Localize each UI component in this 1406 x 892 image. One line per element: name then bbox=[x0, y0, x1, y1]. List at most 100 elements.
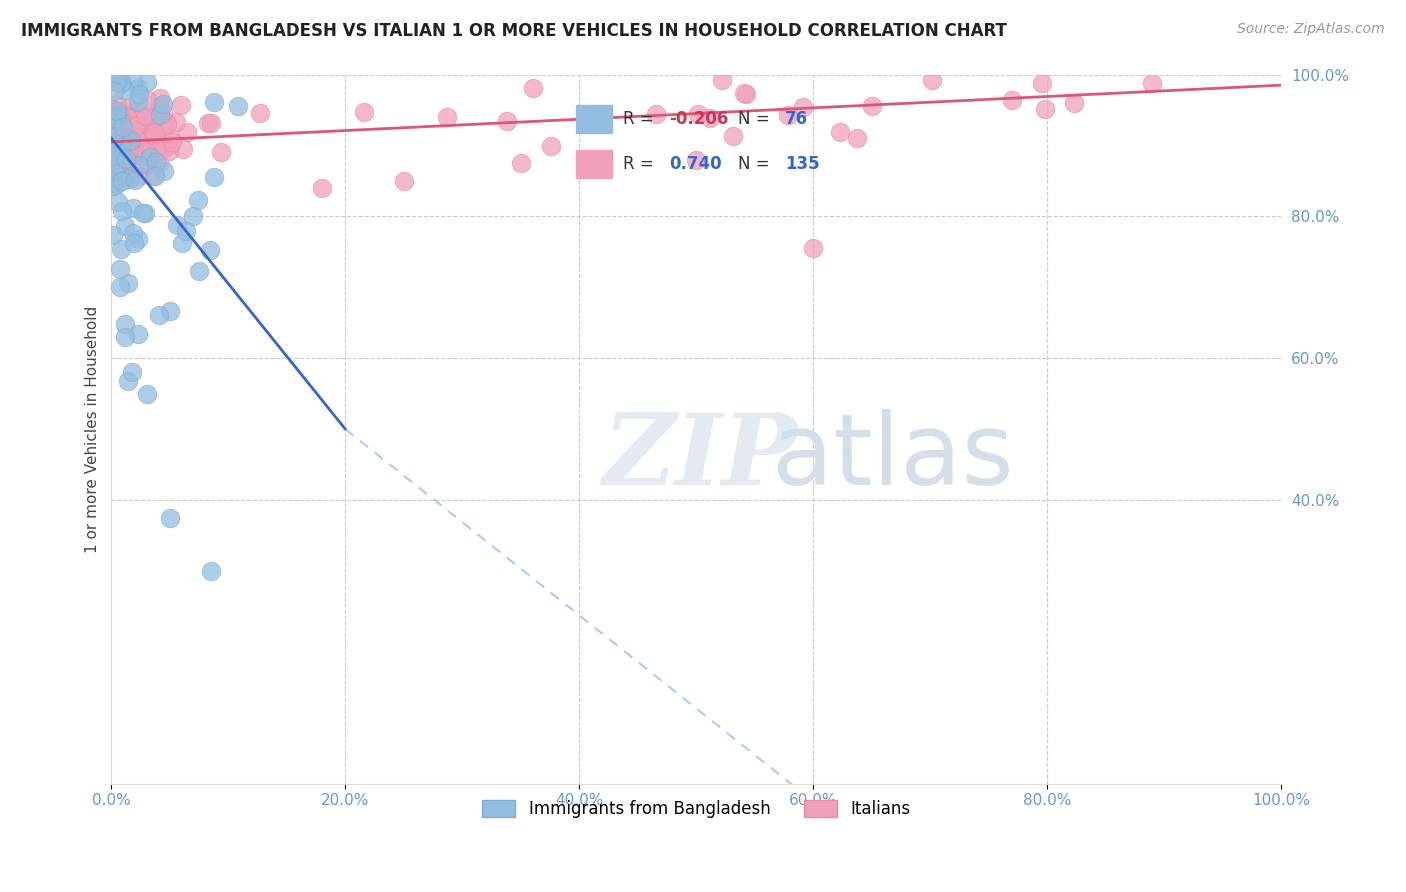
Point bbox=[134, 205, 156, 219]
Point bbox=[155, 115, 177, 129]
Point bbox=[188, 264, 211, 278]
Point bbox=[721, 128, 744, 143]
Point bbox=[353, 105, 375, 120]
Point bbox=[124, 173, 146, 187]
Point bbox=[103, 129, 125, 144]
Point bbox=[311, 181, 333, 195]
Point bbox=[122, 143, 145, 157]
Point bbox=[522, 81, 544, 95]
Point bbox=[128, 169, 150, 183]
Point bbox=[110, 141, 132, 155]
Point bbox=[101, 176, 124, 190]
Point bbox=[156, 117, 179, 131]
Legend: Immigrants from Bangladesh, Italians: Immigrants from Bangladesh, Italians bbox=[475, 794, 917, 825]
Point bbox=[121, 139, 143, 153]
Point bbox=[107, 107, 129, 121]
Point bbox=[135, 386, 157, 401]
Point bbox=[392, 174, 415, 188]
Point bbox=[122, 104, 145, 119]
Point bbox=[132, 110, 155, 124]
Point bbox=[202, 170, 225, 185]
Point bbox=[104, 74, 127, 88]
Point bbox=[148, 308, 170, 322]
Point bbox=[111, 104, 134, 119]
Point bbox=[129, 136, 152, 150]
Point bbox=[170, 97, 193, 112]
Point bbox=[152, 104, 174, 119]
Point bbox=[105, 157, 128, 171]
Point bbox=[122, 141, 145, 155]
Point bbox=[110, 74, 132, 88]
Point bbox=[645, 107, 668, 121]
Point bbox=[107, 118, 129, 132]
Point bbox=[921, 72, 943, 87]
Point bbox=[801, 241, 824, 255]
Point bbox=[125, 111, 148, 125]
Point bbox=[1142, 76, 1164, 90]
Point bbox=[143, 169, 166, 184]
Point bbox=[110, 136, 132, 151]
Point bbox=[142, 125, 165, 139]
Y-axis label: 1 or more Vehicles in Household: 1 or more Vehicles in Household bbox=[86, 305, 100, 553]
Point bbox=[114, 152, 136, 166]
Point bbox=[160, 135, 183, 149]
Point bbox=[104, 164, 127, 178]
Point bbox=[105, 178, 128, 193]
Point bbox=[187, 193, 209, 207]
Point bbox=[103, 84, 125, 98]
Point bbox=[685, 153, 707, 167]
Point bbox=[170, 236, 193, 251]
Point bbox=[776, 108, 799, 122]
Point bbox=[141, 114, 163, 128]
Point bbox=[101, 149, 124, 163]
Point bbox=[249, 106, 271, 120]
Text: Source: ZipAtlas.com: Source: ZipAtlas.com bbox=[1237, 22, 1385, 37]
Point bbox=[1033, 102, 1056, 116]
Point bbox=[125, 147, 148, 161]
Point bbox=[103, 139, 125, 153]
Point bbox=[114, 156, 136, 170]
Point bbox=[112, 139, 135, 153]
Point bbox=[104, 111, 127, 125]
Point bbox=[117, 147, 139, 161]
Point bbox=[686, 106, 709, 120]
Point bbox=[183, 209, 205, 223]
Point bbox=[209, 145, 232, 159]
Point bbox=[159, 138, 181, 153]
Point bbox=[149, 91, 172, 105]
Point bbox=[110, 118, 132, 132]
Point bbox=[125, 134, 148, 148]
Point bbox=[104, 134, 127, 148]
Point bbox=[107, 143, 129, 157]
Point bbox=[118, 171, 141, 186]
Point bbox=[111, 142, 134, 156]
Point bbox=[105, 104, 128, 119]
Point bbox=[121, 150, 143, 164]
Point bbox=[124, 236, 146, 251]
Point bbox=[103, 103, 125, 118]
Point bbox=[115, 110, 138, 124]
Point bbox=[128, 157, 150, 171]
Point bbox=[105, 133, 128, 147]
Point bbox=[172, 142, 194, 156]
Point bbox=[136, 93, 159, 107]
Point bbox=[108, 157, 131, 171]
Point bbox=[127, 121, 149, 136]
Point bbox=[103, 178, 125, 193]
Point bbox=[108, 262, 131, 277]
Point bbox=[115, 146, 138, 161]
Point bbox=[141, 129, 163, 144]
Point bbox=[101, 123, 124, 137]
Point bbox=[127, 80, 149, 95]
Point bbox=[226, 98, 249, 112]
Point bbox=[107, 128, 129, 142]
Point bbox=[148, 144, 170, 158]
Point bbox=[200, 116, 222, 130]
Point bbox=[103, 138, 125, 153]
Point bbox=[132, 205, 155, 219]
Point bbox=[121, 119, 143, 133]
Point bbox=[122, 145, 145, 159]
Point bbox=[127, 113, 149, 128]
Point bbox=[159, 304, 181, 318]
Point bbox=[157, 145, 180, 159]
